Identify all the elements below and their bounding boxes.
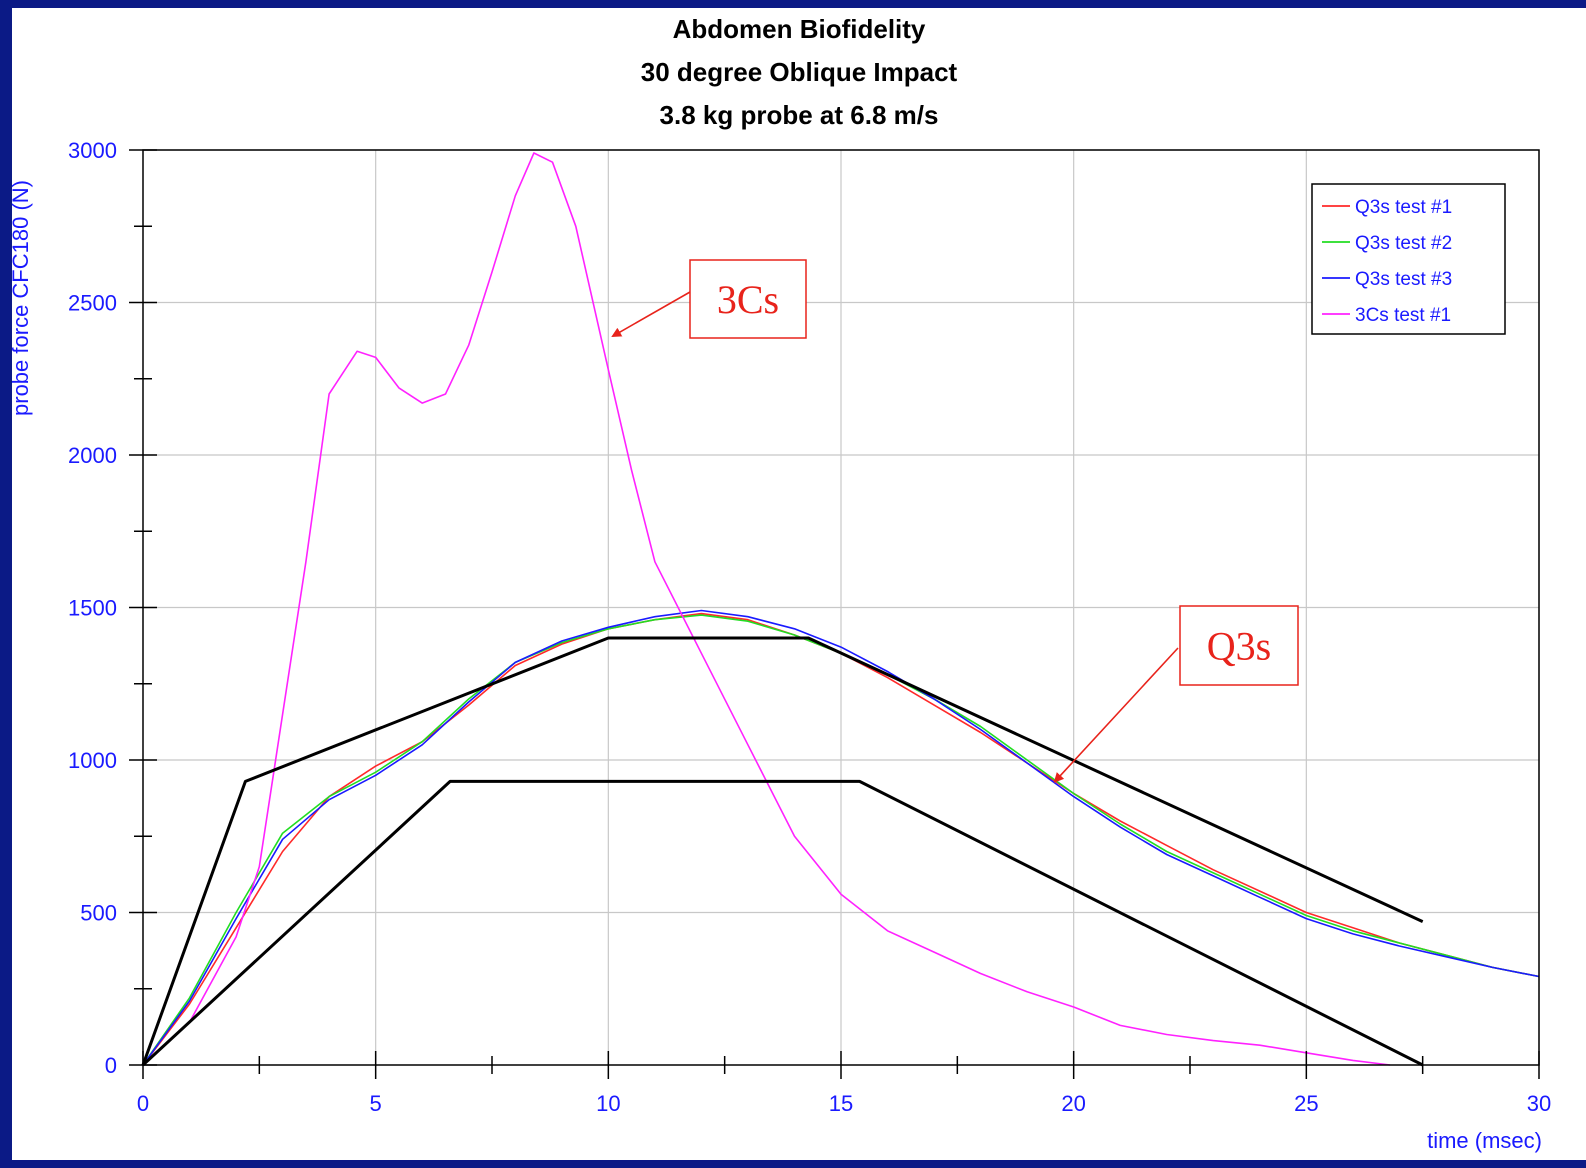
x-tick-label: 0: [137, 1091, 149, 1116]
chart-title: Abdomen Biofidelity 30 degree Oblique Imp…: [641, 14, 958, 130]
tick-labels: 0 5 10 15 20 25 30 0 500 1000 1500 2000 2500 3000: [68, 138, 1551, 1116]
annotation-box: [1179, 605, 1299, 686]
legend-entry: Q3s test #3: [1355, 269, 1452, 290]
x-axis-label: time (msec): [1427, 1128, 1542, 1153]
x-tick-label: 20: [1061, 1091, 1085, 1116]
annotation-arrow: [611, 291, 691, 338]
annotation-label: Q3s: [1207, 624, 1271, 669]
title-line-1: Abdomen Biofidelity: [673, 14, 926, 44]
y-tick-label: 2500: [68, 291, 117, 316]
y-tick-label: 3000: [68, 138, 117, 163]
x-tick-label: 5: [370, 1091, 382, 1116]
annotations: 3Cs Q3s: [611, 259, 1299, 783]
legend: Q3s test #1 Q3s test #2 Q3s test #3 3Cs tes…: [1311, 183, 1506, 335]
chart-frame: Abdomen Biofidelity 30 degree Oblique Imp…: [12, 8, 1586, 1160]
series-line-5: [141, 636, 1424, 1066]
annotation-box: [689, 259, 807, 339]
x-tick-label: 15: [829, 1091, 853, 1116]
annotation-label: 3Cs: [717, 277, 779, 322]
legend-entry: Q3s test #1: [1355, 197, 1452, 218]
legend-box: [1311, 183, 1506, 335]
title-line-2: 30 degree Oblique Impact: [641, 57, 958, 87]
series-line-6: [141, 779, 1424, 1067]
x-tick-label: 30: [1527, 1091, 1551, 1116]
y-axis-label: probe force CFC180 (N): [12, 180, 33, 416]
axes: [129, 149, 1540, 1079]
y-tick-label: 1000: [68, 748, 117, 773]
annotation-arrow: [1053, 647, 1179, 783]
title-line-3: 3.8 kg probe at 6.8 m/s: [660, 100, 939, 130]
x-tick-label: 10: [596, 1091, 620, 1116]
y-tick-label: 500: [80, 901, 117, 926]
legend-entry: 3Cs test #1: [1355, 305, 1451, 326]
y-tick-label: 0: [105, 1053, 117, 1078]
legend-entry: Q3s test #2: [1355, 233, 1452, 254]
series-line-4: [142, 152, 1391, 1066]
y-tick-label: 2000: [68, 443, 117, 468]
y-tick-label: 1500: [68, 596, 117, 621]
series-line-3: [142, 609, 1540, 1066]
line-chart: Abdomen Biofidelity 30 degree Oblique Imp…: [12, 14, 1551, 1153]
x-tick-label: 25: [1294, 1091, 1318, 1116]
series-lines: [141, 152, 1540, 1067]
